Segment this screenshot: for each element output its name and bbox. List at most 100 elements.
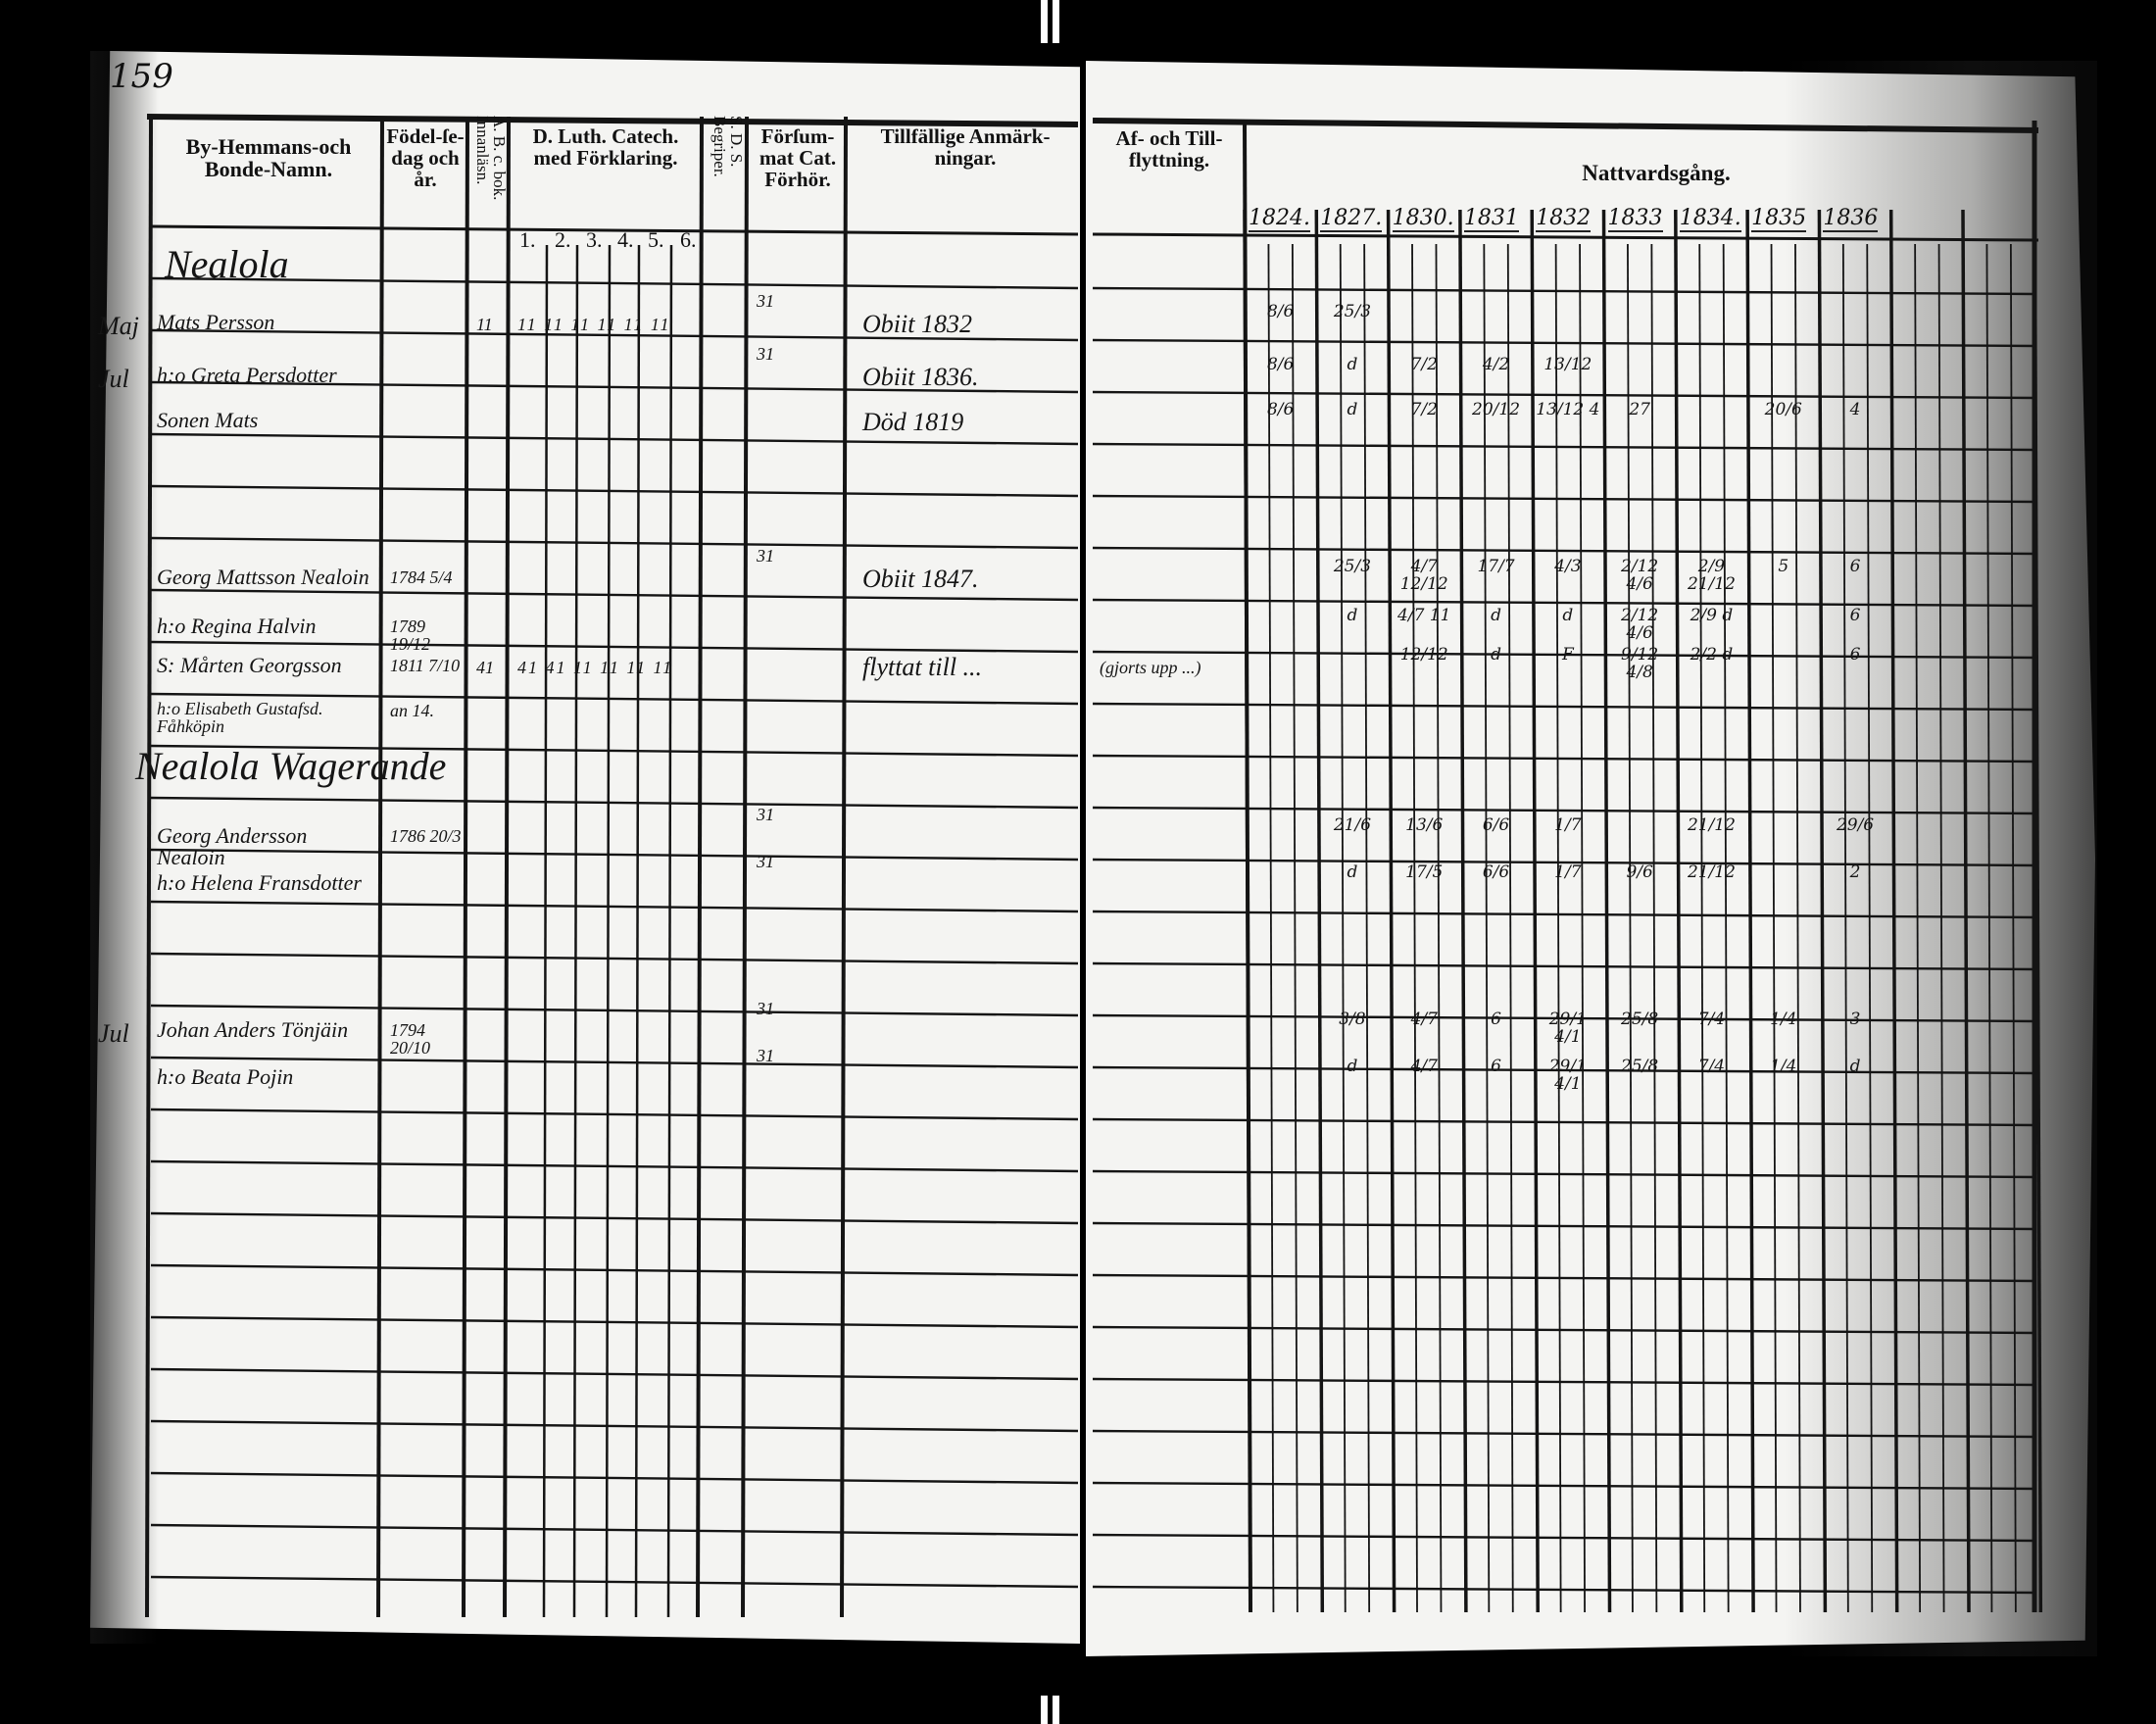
spine-marker [1041,1696,1048,1724]
header-understands: S. D. S. Begriper. [710,116,746,177]
communion-date: 1/4 [1770,1057,1797,1076]
communion-date: 8/6 [1266,400,1295,419]
year-column-rule [1314,209,1325,1613]
communion-date: d [1849,1057,1861,1076]
communion-date: d [1347,400,1358,419]
row-rule [150,796,1079,810]
row-rule [150,744,1079,758]
header-catechism: D. Luth. Catech. med Förklaring. [532,124,679,171]
row-rule [150,484,1079,498]
person-name: Georg Mattsson Nealoin [157,565,369,589]
top-rule [146,114,1079,127]
row-rule [1092,1065,2037,1075]
communion-date: 27 [1629,400,1650,419]
communion-date: 4/7 [1410,1057,1438,1076]
communion-date: 6 [1849,645,1861,665]
header-abc: A. B. c. bok. Innanläsn. [473,116,509,201]
subcolumn-rule [542,244,549,1618]
subcolumn-rule [1506,243,1514,1613]
row-rule [1092,1325,2037,1335]
person-name: Johan Anders Tönjäin [157,1017,349,1042]
row-rule [1092,702,2037,712]
subcolumn-rule [1267,243,1275,1613]
hearing-mark: 31 [757,805,774,824]
margin-note: Jul [98,365,129,393]
person-name: h:o Elisabeth Gustafsd. Fåhköpin [157,699,323,736]
person-name: Mats Persson [157,310,275,334]
hearing-mark: 31 [757,1046,774,1065]
row-rule [1092,858,2037,867]
spine-marker [1053,1696,1059,1724]
row-rule [1092,1013,2037,1023]
person-name: Georg Andersson Nealoin [157,823,308,869]
communion-date: 3/8 [1339,1010,1366,1029]
communion-date: 25/3 [1333,557,1372,576]
person-name: h:o Helena Fransdotter [157,870,362,895]
catechism-subcolumn-number: 5. [648,227,664,252]
row-rule [150,692,1079,706]
communion-date: d [1347,862,1358,882]
page-number: 159 [110,57,173,96]
row-rule [1092,650,2037,660]
top-rule [1092,118,2039,133]
row-rule [150,848,1079,862]
communion-date: 3 [1849,1010,1861,1029]
communion-date: 20/6 [1764,400,1802,419]
row-rule [150,1004,1079,1017]
communion-date: 6/6 [1482,815,1510,835]
communion-date: 7/4 [1697,1057,1726,1076]
birth-date: an 14. [390,701,434,720]
hearing-mark: 31 [757,344,774,364]
row-rule [1092,494,2037,504]
year-label: 1836 [1823,206,1879,232]
row-rule [1092,546,2037,556]
row-rule [150,536,1079,550]
communion-date: 4/3 [1554,557,1582,576]
row-rule [150,640,1079,654]
row-rule [1092,338,2037,348]
communion-date: 4/7 11 [1397,606,1451,625]
communion-date: 13/12 [1544,355,1592,374]
subcolumn-rule [572,244,579,1618]
communion-date: 29/1 4/1 [1548,1057,1587,1094]
communion-date: 17/7 [1477,557,1515,576]
communion-date: 9/6 [1626,862,1653,882]
person-name: h:o Regina Halvin [157,614,317,638]
column-rule [462,116,469,1618]
person-name: h:o Greta Persdotter [157,363,337,387]
year-column-rule [1530,209,1540,1613]
row-rule [1092,1481,2037,1491]
communion-date: 6 [1849,606,1861,625]
row-rule [1092,910,2037,919]
year-label: 1833 [1607,206,1663,232]
subcolumn-rule [1291,243,1298,1613]
row-rule [150,1211,1079,1225]
communion-date: 21/12 [1687,862,1736,882]
catechism-subcolumn-number: 2. [555,227,571,252]
year-label: 1832 [1536,206,1592,232]
communion-date: 2/2 d [1690,645,1734,665]
row-rule [150,1056,1079,1069]
row-rule [150,432,1079,446]
column-rule [696,116,704,1618]
communion-date: 4/7 [1410,1010,1438,1029]
hearing-mark: 31 [757,291,774,311]
row-rule [1092,1585,2037,1595]
row-rule [1092,806,2037,815]
communion-date: 25/8 [1621,1057,1659,1076]
subcolumn-rule [605,244,612,1618]
row-rule [150,1523,1079,1537]
subcolumn-rule [1435,243,1443,1613]
year-column-rule [1243,209,1252,1613]
row-rule [150,1419,1079,1433]
communion-date: 25/3 [1333,302,1372,321]
subcolumn-rule [1579,243,1586,1613]
communion-date: 8/6 [1266,302,1295,321]
remark: Obiit 1832 [862,310,972,338]
row-rule [150,1575,1079,1589]
header-name: By-Hemmans-och Bonde-Namn. [185,134,352,182]
column-rule [503,116,511,1618]
birth-date: 1794 20/10 [390,1020,431,1058]
year-label: 1835 [1751,206,1807,232]
row-rule [1092,286,2037,296]
